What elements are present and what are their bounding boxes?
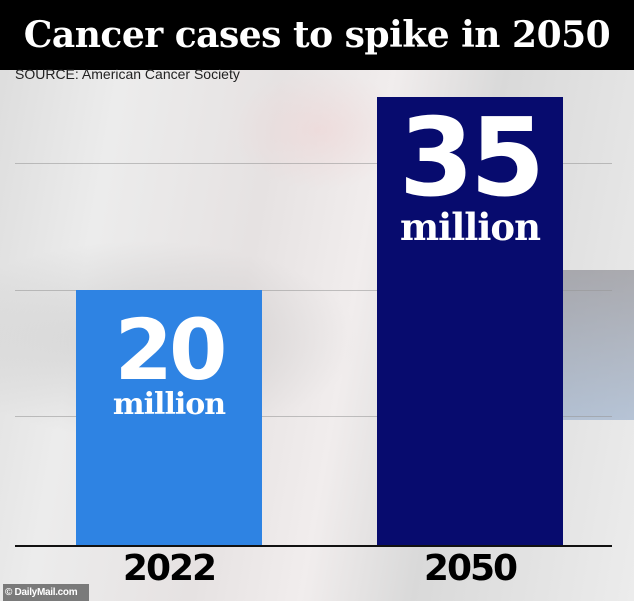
x-tick-label: 2022: [122, 548, 217, 589]
bar-2050: 35 million: [377, 97, 563, 546]
bar-2022: 20 million: [76, 290, 262, 546]
gridline: [15, 163, 612, 164]
x-tick-label: 2050: [423, 548, 518, 589]
gridline: [15, 416, 612, 417]
bar-value: 20: [114, 301, 228, 399]
chart-title: Cancer cases to spike in 2050: [23, 14, 611, 56]
bar-unit: million: [400, 205, 541, 249]
source-label: SOURCE: American Cancer Society: [15, 66, 240, 82]
bar-value: 35: [398, 96, 545, 221]
bar-unit: million: [112, 387, 226, 422]
copyright-credit: © DailyMail.com: [3, 584, 89, 601]
title-bar: Cancer cases to spike in 2050: [0, 0, 634, 70]
gridline: [15, 290, 612, 291]
x-axis-baseline: [15, 545, 612, 547]
